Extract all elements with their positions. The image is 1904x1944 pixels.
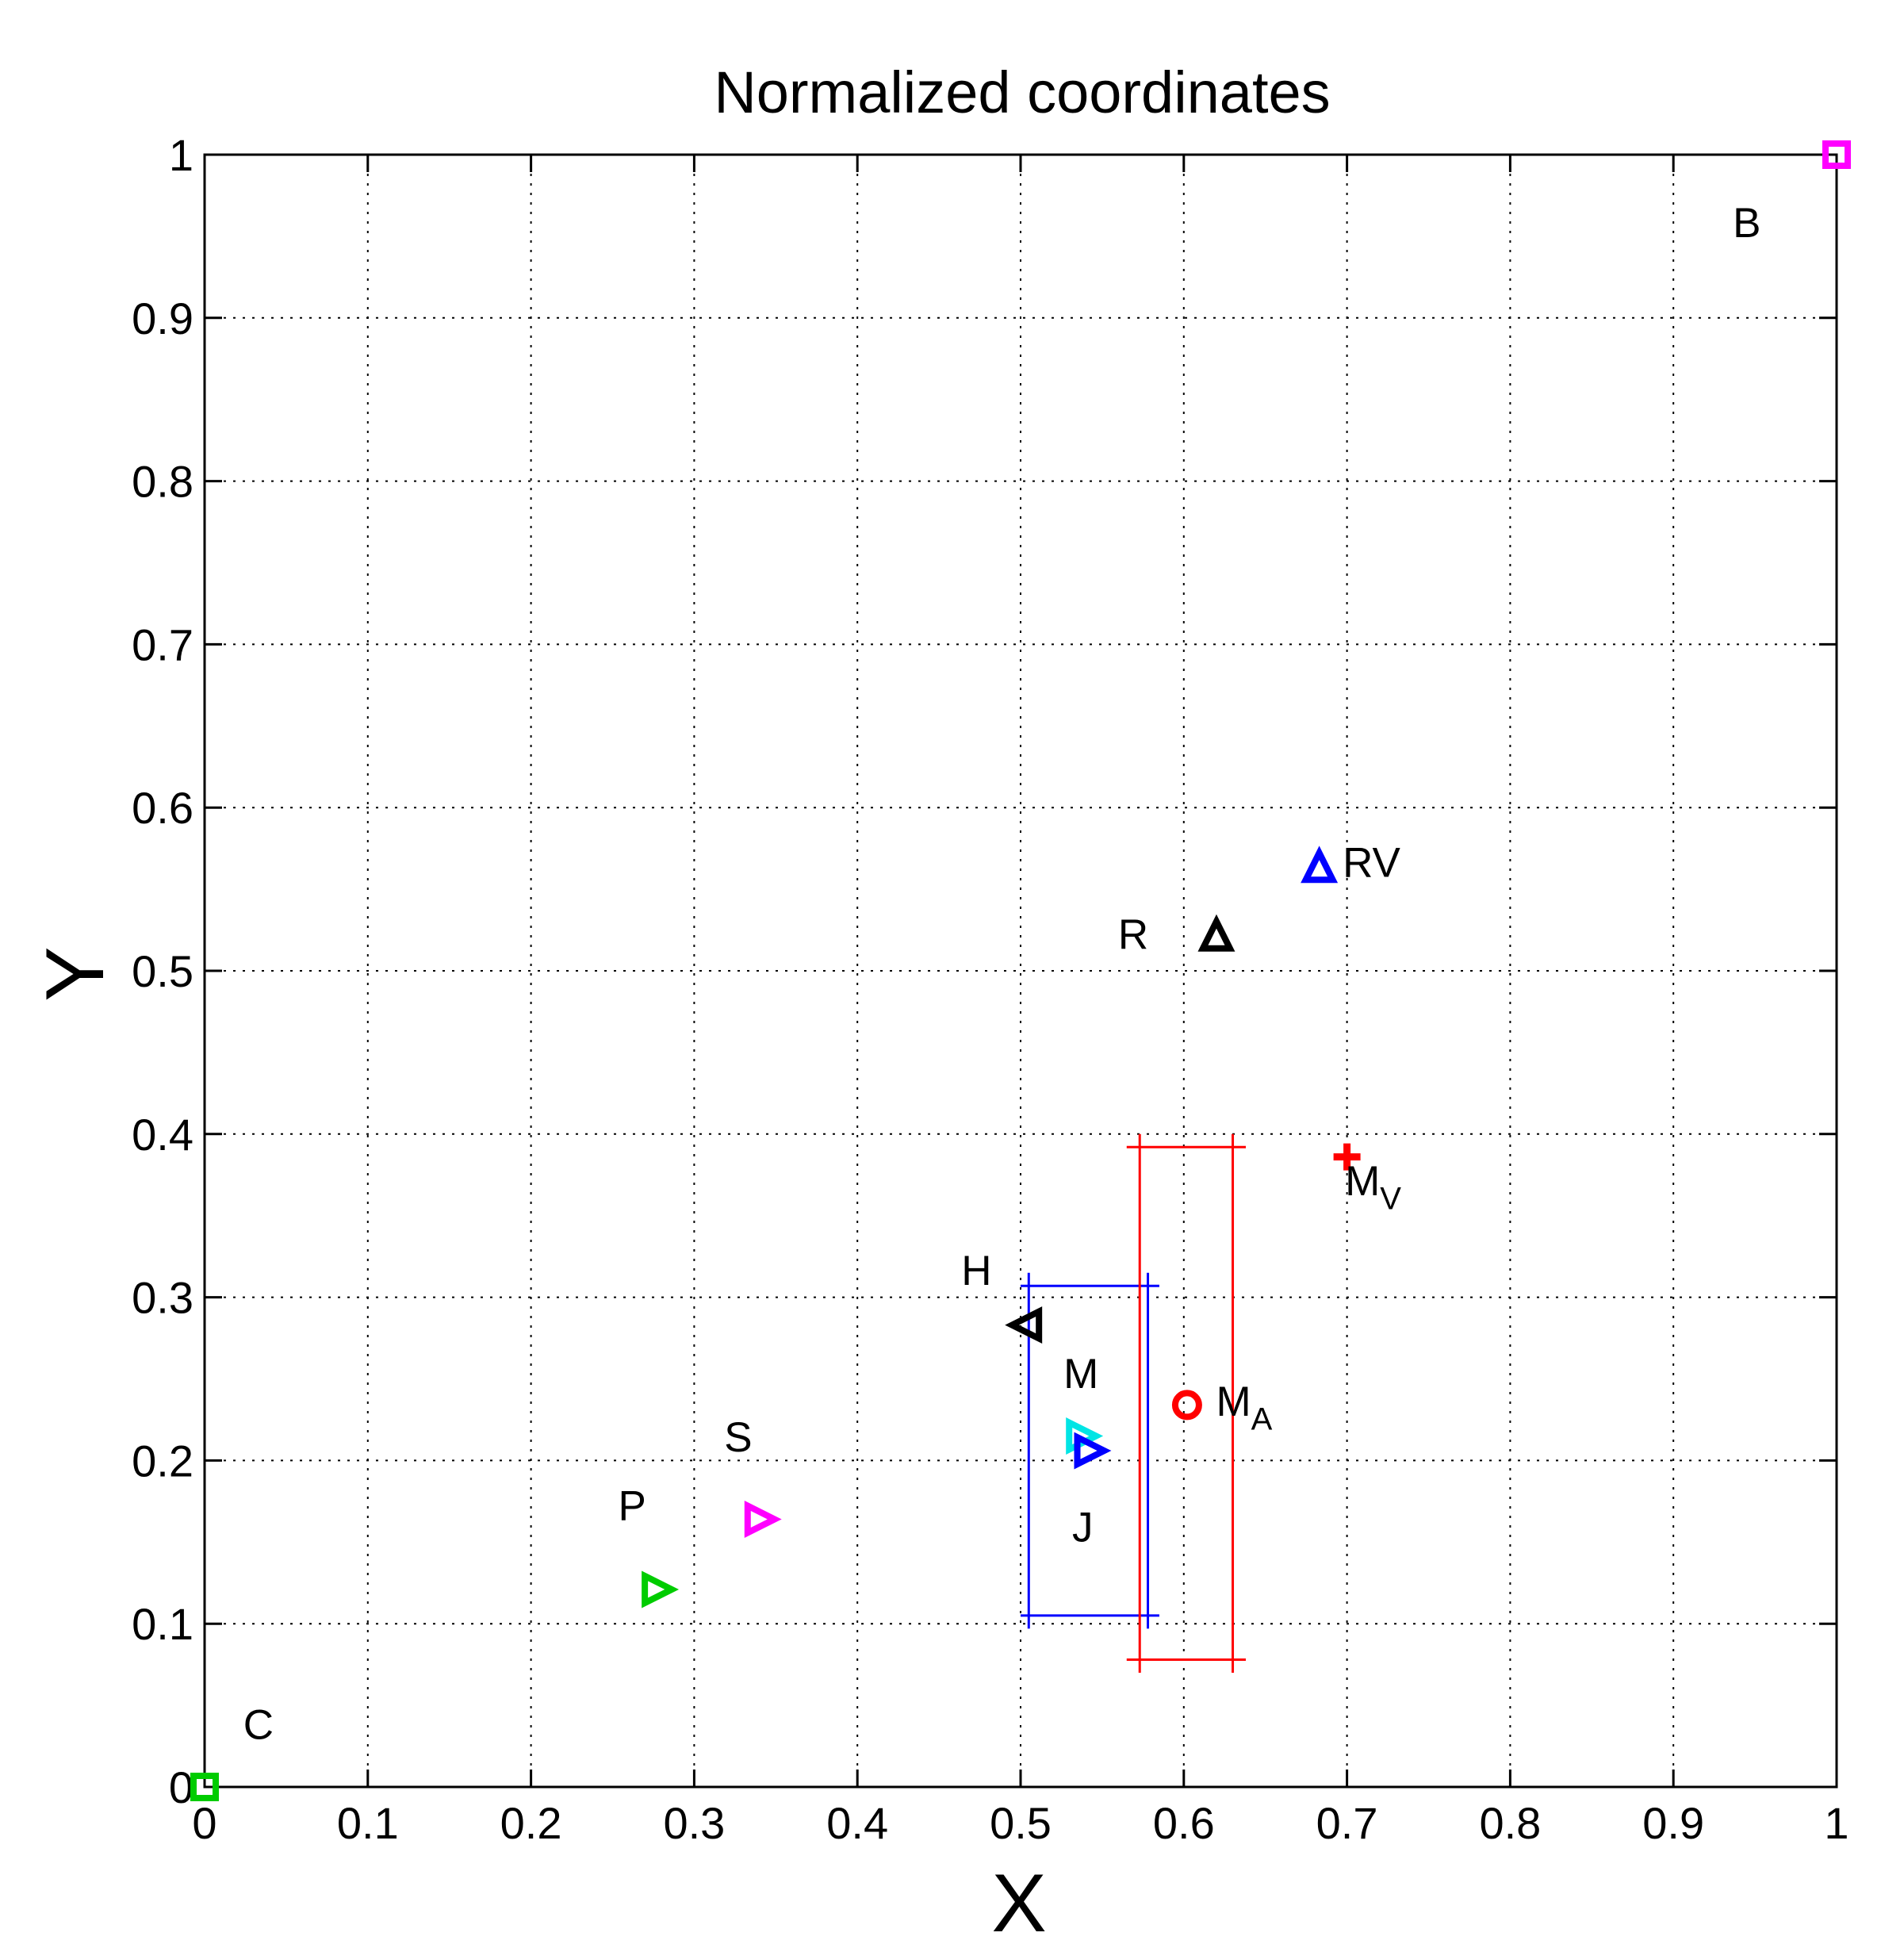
point-label-h: H xyxy=(961,1248,991,1294)
axis-ticks: 0 0.1 0.2 0.3 0.4 0.5 0.6 0.7 0.8 0.9 1 0 0.1 0.2 0.3 0… xyxy=(132,130,1848,1848)
point-label-rv: RV xyxy=(1343,840,1400,887)
x-tick-label: 0 xyxy=(192,1798,216,1848)
x-tick-label: 0.1 xyxy=(337,1798,399,1848)
range-brackets xyxy=(1021,1133,1247,1673)
marker-s xyxy=(744,1501,782,1538)
y-tick-label: 0.7 xyxy=(132,619,193,669)
point-label-p: P xyxy=(619,1483,646,1530)
x-axis-label: X xyxy=(991,1858,1046,1944)
x-tick-label: 0.7 xyxy=(1316,1798,1378,1848)
y-tick-label: 0.8 xyxy=(132,457,193,507)
y-tick-label: 0.2 xyxy=(132,1436,193,1486)
x-tick-label: 0.9 xyxy=(1642,1798,1704,1848)
y-tick-label: 0.6 xyxy=(132,783,193,833)
chart-title: Normalized coordinates xyxy=(714,59,1330,125)
y-tick-label: 0.1 xyxy=(132,1599,193,1649)
point-label-subscript: A xyxy=(1251,1401,1273,1436)
data-points xyxy=(190,140,1851,1801)
point-label-c: C xyxy=(243,1701,274,1748)
marker-rv xyxy=(1301,845,1339,884)
point-label-r: R xyxy=(1118,911,1148,958)
y-tick-label: 0 xyxy=(169,1762,193,1812)
MA-range xyxy=(1126,1133,1247,1673)
x-tick-label: 0.4 xyxy=(826,1798,888,1848)
marker-p xyxy=(642,1570,680,1608)
point-label-subscript: V xyxy=(1380,1181,1401,1216)
marker-h xyxy=(1005,1306,1043,1344)
x-tick-label: 0.3 xyxy=(663,1798,725,1848)
y-tick-label: 0.9 xyxy=(132,293,193,343)
x-tick-label: 0.5 xyxy=(990,1798,1052,1848)
y-axis-label: Y xyxy=(29,946,121,1001)
marker-ma xyxy=(1171,1390,1202,1421)
y-tick-label: 0.5 xyxy=(132,946,193,996)
marker-r xyxy=(1197,914,1235,952)
x-tick-label: 0.2 xyxy=(500,1798,562,1848)
point-label-m: M xyxy=(1063,1351,1098,1398)
marker-b xyxy=(1822,140,1851,169)
x-tick-label: 0.6 xyxy=(1153,1798,1215,1848)
point-label-b: B xyxy=(1733,200,1760,247)
marker-mv xyxy=(1333,1143,1361,1171)
point-label-j: J xyxy=(1072,1504,1094,1551)
marker-c xyxy=(190,1773,219,1801)
y-tick-label: 0.4 xyxy=(132,1110,193,1160)
marker-j xyxy=(1074,1432,1112,1470)
y-tick-label: 1 xyxy=(169,130,193,180)
x-tick-label: 1 xyxy=(1824,1798,1848,1848)
y-tick-label: 0.3 xyxy=(132,1273,193,1323)
x-tick-label: 0.8 xyxy=(1479,1798,1541,1848)
point-label-s: S xyxy=(724,1414,752,1461)
